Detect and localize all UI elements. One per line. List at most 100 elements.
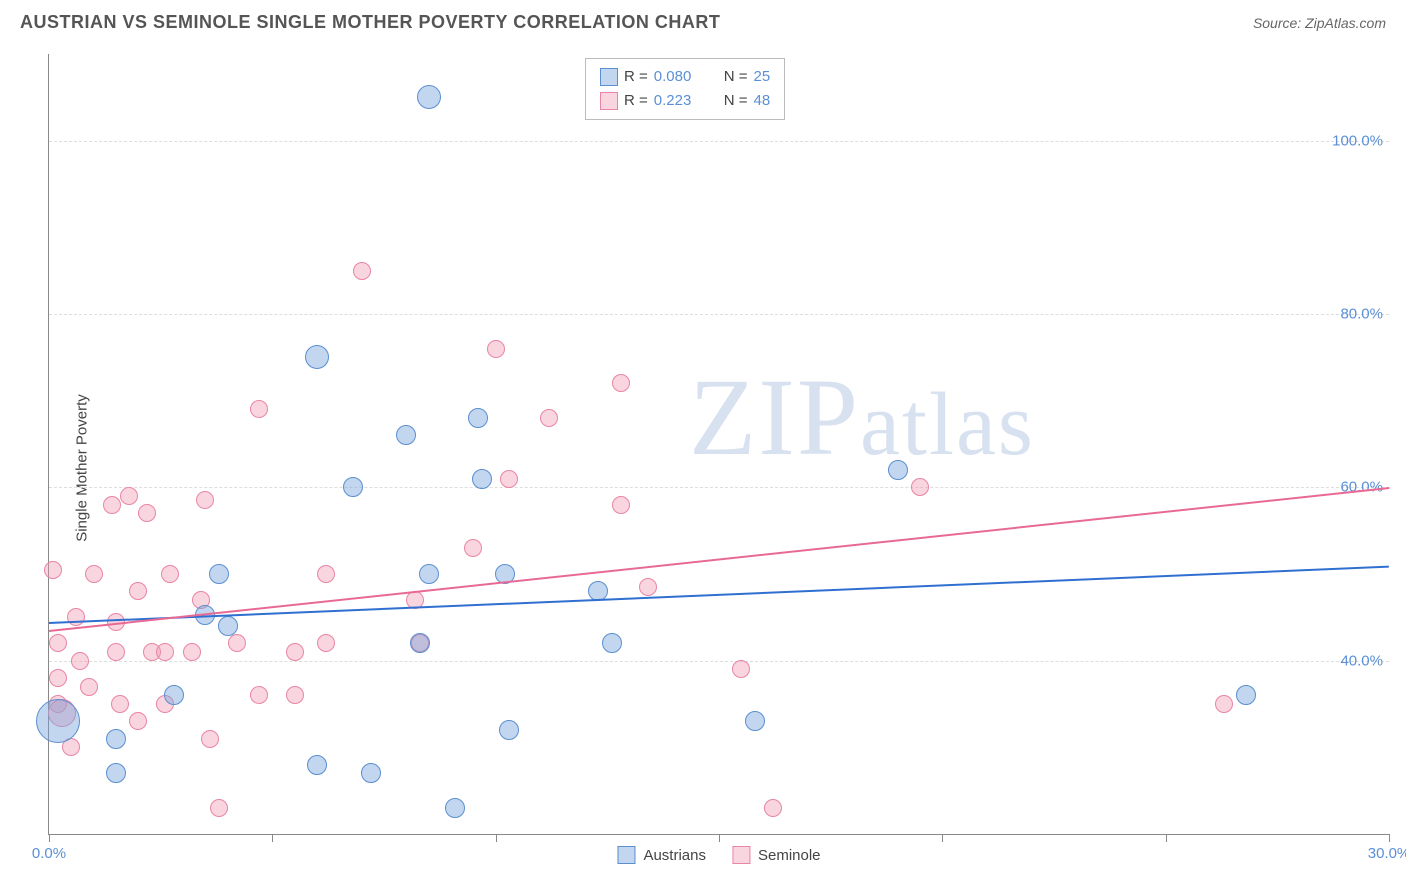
- data-point: [71, 652, 89, 670]
- data-point: [419, 564, 439, 584]
- data-point: [500, 470, 518, 488]
- data-point: [353, 262, 371, 280]
- legend-item-austrians: Austrians: [617, 846, 706, 864]
- data-point: [210, 799, 228, 817]
- data-point: [85, 565, 103, 583]
- data-point: [111, 695, 129, 713]
- data-point: [410, 633, 430, 653]
- data-point: [745, 711, 765, 731]
- r-label: R =: [624, 89, 648, 113]
- data-point: [540, 409, 558, 427]
- data-point: [44, 561, 62, 579]
- plot-area: ZIPatlas Austrians Seminole 40.0%60.0%80…: [48, 54, 1389, 835]
- r-label: R =: [624, 65, 648, 89]
- data-point: [36, 699, 80, 743]
- data-point: [196, 491, 214, 509]
- data-point: [103, 496, 121, 514]
- trend-line: [49, 487, 1389, 632]
- data-point: [396, 425, 416, 445]
- data-point: [639, 578, 657, 596]
- data-point: [138, 504, 156, 522]
- source-label: Source: ZipAtlas.com: [1253, 15, 1386, 31]
- data-point: [472, 469, 492, 489]
- data-point: [305, 345, 329, 369]
- y-tick-label: 80.0%: [1340, 306, 1383, 323]
- data-point: [612, 496, 630, 514]
- data-point: [317, 565, 335, 583]
- x-tick: [1166, 834, 1167, 842]
- data-point: [161, 565, 179, 583]
- data-point: [129, 712, 147, 730]
- data-point: [209, 564, 229, 584]
- x-tick: [496, 834, 497, 842]
- legend-label: Austrians: [643, 847, 706, 864]
- data-point: [183, 643, 201, 661]
- gridline: [49, 141, 1389, 142]
- data-point: [250, 686, 268, 704]
- x-tick: [272, 834, 273, 842]
- n-value: 48: [754, 89, 771, 113]
- data-point: [361, 763, 381, 783]
- legend-item-seminole: Seminole: [732, 846, 821, 864]
- data-point: [106, 729, 126, 749]
- swatch-austrians-icon: [617, 846, 635, 864]
- data-point: [49, 669, 67, 687]
- data-point: [80, 678, 98, 696]
- chart-title: AUSTRIAN VS SEMINOLE SINGLE MOTHER POVER…: [20, 12, 720, 33]
- x-tick: [719, 834, 720, 842]
- r-value: 0.223: [654, 89, 708, 113]
- x-tick-label: 30.0%: [1368, 845, 1406, 862]
- n-label: N =: [724, 89, 748, 113]
- data-point: [286, 686, 304, 704]
- swatch-icon: [600, 68, 618, 86]
- data-point: [417, 85, 441, 109]
- data-point: [1215, 695, 1233, 713]
- gridline: [49, 314, 1389, 315]
- data-point: [286, 643, 304, 661]
- data-point: [464, 539, 482, 557]
- r-value: 0.080: [654, 65, 708, 89]
- x-tick: [49, 834, 50, 842]
- y-tick-label: 40.0%: [1340, 652, 1383, 669]
- data-point: [487, 340, 505, 358]
- data-point: [107, 643, 125, 661]
- data-point: [602, 633, 622, 653]
- n-value: 25: [754, 65, 771, 89]
- gridline: [49, 661, 1389, 662]
- data-point: [612, 374, 630, 392]
- legend-row: R = 0.080 N = 25: [600, 65, 770, 89]
- data-point: [250, 400, 268, 418]
- data-point: [764, 799, 782, 817]
- trend-line: [49, 565, 1389, 623]
- data-point: [911, 478, 929, 496]
- data-point: [228, 634, 246, 652]
- legend-row: R = 0.223 N = 48: [600, 89, 770, 113]
- data-point: [468, 408, 488, 428]
- data-point: [156, 643, 174, 661]
- data-point: [49, 634, 67, 652]
- swatch-seminole-icon: [732, 846, 750, 864]
- data-point: [218, 616, 238, 636]
- gridline: [49, 487, 1389, 488]
- n-label: N =: [724, 65, 748, 89]
- data-point: [164, 685, 184, 705]
- data-point: [129, 582, 147, 600]
- data-point: [106, 763, 126, 783]
- data-point: [499, 720, 519, 740]
- swatch-icon: [600, 92, 618, 110]
- data-point: [343, 477, 363, 497]
- data-point: [120, 487, 138, 505]
- y-tick-label: 100.0%: [1332, 132, 1383, 149]
- x-tick: [942, 834, 943, 842]
- data-point: [317, 634, 335, 652]
- x-tick-label: 0.0%: [32, 845, 66, 862]
- legend-bottom: Austrians Seminole: [617, 846, 820, 864]
- data-point: [201, 730, 219, 748]
- data-point: [732, 660, 750, 678]
- data-point: [67, 608, 85, 626]
- watermark: ZIPatlas: [689, 354, 1035, 481]
- x-tick: [1389, 834, 1390, 842]
- legend-correlation: R = 0.080 N = 25 R = 0.223 N = 48: [585, 58, 785, 120]
- data-point: [307, 755, 327, 775]
- legend-label: Seminole: [758, 847, 821, 864]
